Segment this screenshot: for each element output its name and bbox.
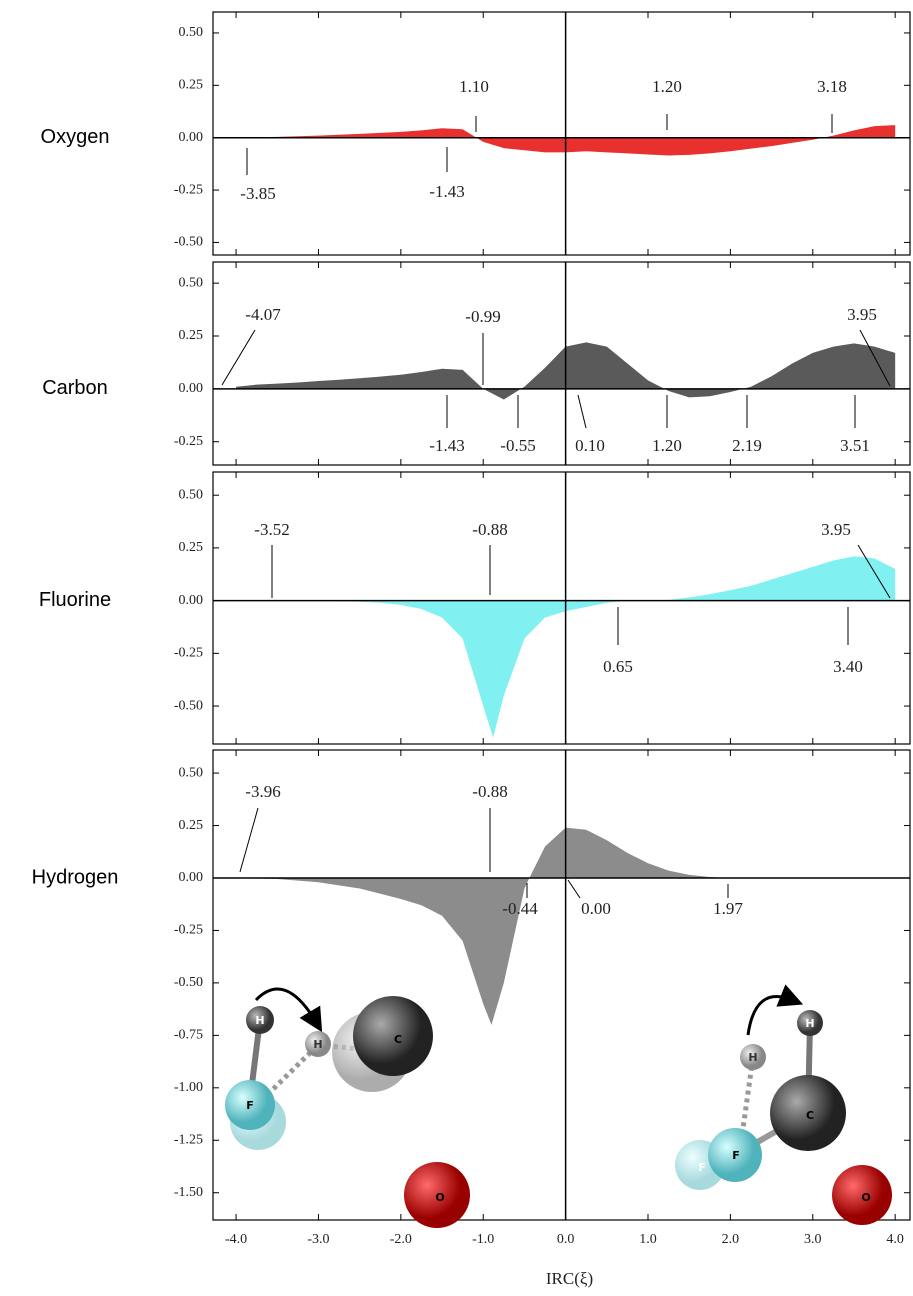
y-tick-label: -0.25: [174, 182, 203, 197]
annotation: 0.00: [581, 899, 611, 918]
annotation: -0.44: [502, 899, 538, 918]
annotation: -3.85: [240, 184, 275, 203]
molecule-illustrations: H H F C O H H F F C O: [225, 989, 892, 1228]
annotation: -3.52: [254, 520, 289, 539]
annotation: 1.20: [652, 77, 682, 96]
y-tick-label: 0.50: [179, 25, 204, 40]
annotation: 3.18: [817, 77, 847, 96]
annotation: -4.07: [245, 305, 281, 324]
y-tick-label: 0.25: [179, 818, 204, 833]
y-tick-label: 0.50: [179, 765, 204, 780]
y-tick-label: 0.25: [179, 328, 204, 343]
annotation: -1.43: [429, 182, 464, 201]
y-tick-label: 0.00: [179, 130, 204, 145]
y-tick-label: 0.00: [179, 593, 204, 608]
annotation: 3.40: [833, 657, 863, 676]
annotation: 2.19: [732, 436, 762, 455]
annotation: -3.96: [245, 782, 280, 801]
arrow: [748, 997, 792, 1035]
x-tick-label: -2.0: [390, 1232, 412, 1247]
annotation: 1.20: [652, 436, 682, 455]
y-tick-label: 0.50: [179, 487, 204, 502]
row-label: Hydrogen: [32, 866, 119, 888]
y-tick-label: -0.25: [174, 923, 203, 938]
row-label: Carbon: [42, 377, 108, 399]
y-tick-label: -0.25: [174, 646, 203, 661]
y-tick-label: -0.25: [174, 434, 203, 449]
annotation-leader: [240, 808, 258, 872]
y-tick-label: -0.50: [174, 975, 203, 990]
y-tick-label: 0.00: [179, 381, 204, 396]
x-tick-label: 3.0: [804, 1232, 822, 1247]
annotation: 3.95: [821, 520, 851, 539]
molecule-right: H H F F C O: [675, 997, 892, 1225]
y-tick-label: 0.25: [179, 540, 204, 555]
y-tick-label: 0.50: [179, 275, 204, 290]
annotation: -0.88: [472, 782, 507, 801]
annotation: -1.43: [429, 436, 464, 455]
x-tick-label: -3.0: [307, 1232, 329, 1247]
atom-label: F: [246, 1099, 254, 1112]
x-tick-label: 2.0: [722, 1232, 740, 1247]
annotation: 1.10: [459, 77, 489, 96]
y-tick-label: 0.00: [179, 870, 204, 885]
annotation: 0.10: [575, 436, 605, 455]
atom-label: C: [394, 1033, 402, 1046]
atom-label: O: [435, 1191, 444, 1204]
row-label: Oxygen: [41, 126, 110, 148]
atom-label: F: [732, 1149, 740, 1162]
atom-label: H: [313, 1038, 322, 1051]
x-axis-title: IRC(ξ): [546, 1269, 593, 1288]
annotation: 0.65: [603, 657, 633, 676]
x-tick-label: 1.0: [639, 1232, 657, 1247]
row-label: Fluorine: [39, 589, 111, 611]
annotation: -0.99: [465, 307, 500, 326]
y-tick-label: 0.25: [179, 78, 204, 93]
annotation: -0.55: [500, 436, 535, 455]
y-tick-label: -0.50: [174, 235, 203, 250]
atom-label: O: [861, 1191, 870, 1204]
y-tick-label: -0.75: [174, 1028, 203, 1043]
atom-label: H: [805, 1017, 814, 1030]
molecule-left: H H F C O: [225, 989, 470, 1228]
annotation-leader: [578, 395, 586, 428]
y-tick-label: -1.25: [174, 1132, 203, 1147]
annotation: -0.88: [472, 520, 507, 539]
atom-label: H: [748, 1051, 757, 1064]
x-tick-label: 4.0: [886, 1232, 904, 1247]
chart: Oxygen 0.50 0.25 0.00 -0.25 -0.50 1.10 1.20 3.18…: [0, 0, 913, 1296]
atom-label: H: [255, 1014, 264, 1027]
x-tick-label: 0.0: [557, 1232, 575, 1247]
y-tick-label: -0.50: [174, 698, 203, 713]
atom-label: C: [806, 1109, 814, 1122]
x-tick-label: -1.0: [472, 1232, 494, 1247]
atom-label: F: [698, 1161, 706, 1174]
x-tick-label: -4.0: [225, 1232, 247, 1247]
annotation-leader: [222, 330, 255, 385]
annotation-leader: [568, 880, 580, 898]
panel-frame: [213, 12, 910, 255]
annotation: 3.95: [847, 305, 877, 324]
y-tick-label: -1.00: [174, 1080, 203, 1095]
y-tick-label: -1.50: [174, 1185, 203, 1200]
annotation: 3.51: [840, 436, 870, 455]
annotation: 1.97: [713, 899, 743, 918]
